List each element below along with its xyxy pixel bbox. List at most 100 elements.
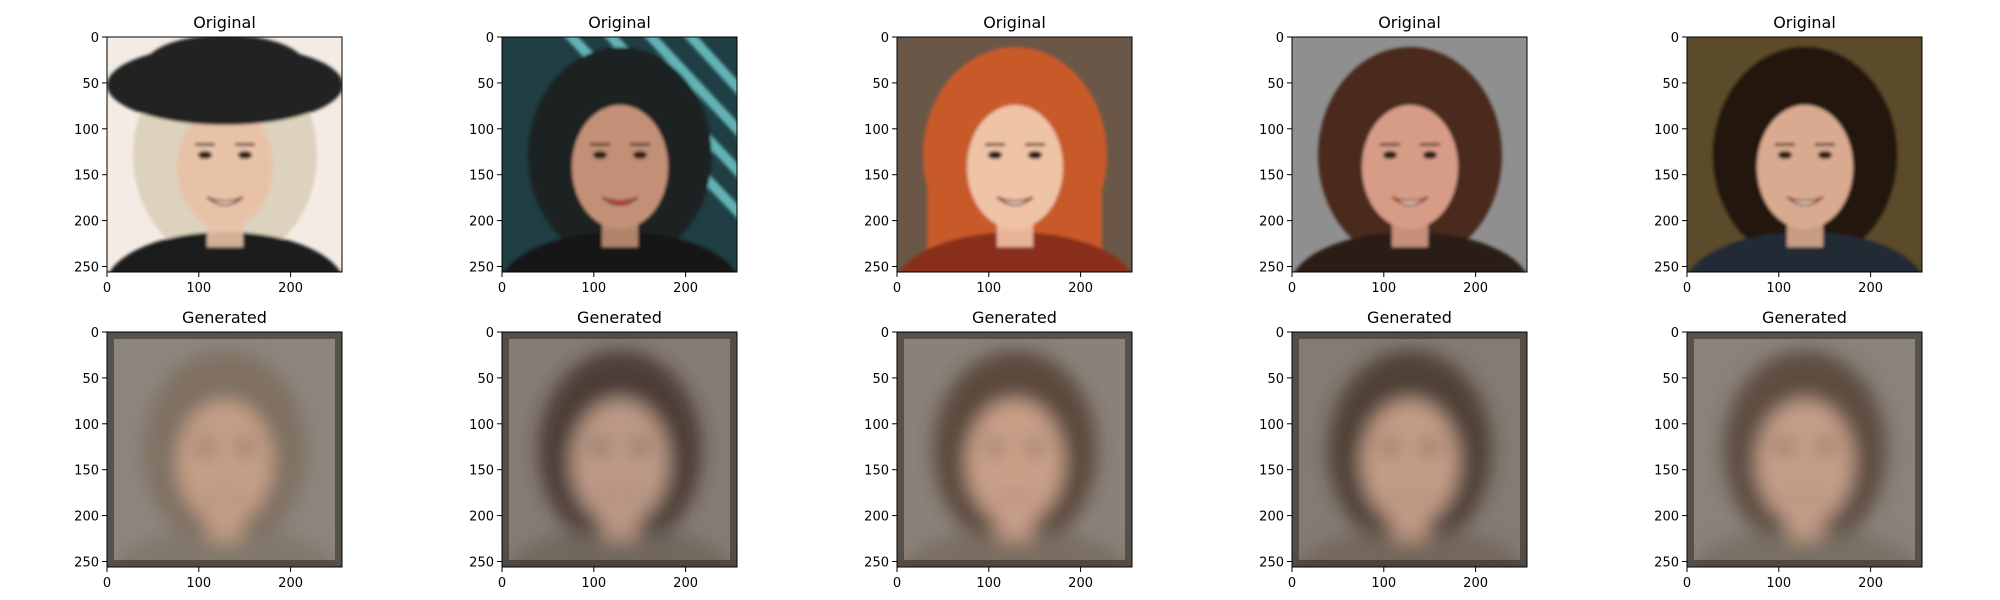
y-tick-label: 100 — [1654, 123, 1679, 138]
y-tick-label: 100 — [469, 123, 494, 138]
y-tick-label: 200 — [469, 510, 494, 525]
x-tick-label: 200 — [1463, 281, 1488, 296]
axes-frame — [501, 331, 738, 568]
x-tick-label: 200 — [673, 576, 698, 591]
y-tick-label: 250 — [864, 260, 889, 275]
generated-panel-2: Generated 0 100 200 0 50 100 150 200 250 — [469, 308, 738, 591]
axes-frame — [896, 331, 1133, 568]
y-tick-label: 50 — [1662, 77, 1679, 92]
x-tick-label: 200 — [278, 576, 303, 591]
y-tick-label: 150 — [1654, 169, 1679, 184]
x-tick-label: 0 — [103, 281, 111, 296]
y-tick-label: 150 — [469, 169, 494, 184]
y-tick-label: 250 — [1654, 555, 1679, 570]
x-tick-label: 100 — [1371, 576, 1396, 591]
x-tick-label: 200 — [1068, 281, 1093, 296]
x-tick-label: 100 — [186, 576, 211, 591]
y-tick-label: 250 — [74, 555, 99, 570]
generated-face-image — [897, 332, 1132, 567]
y-tick-label: 0 — [1276, 31, 1284, 46]
x-tick-label: 100 — [581, 576, 606, 591]
original-panel-4: Original 0 100 200 0 50 100 150 200 250 — [1259, 13, 1528, 296]
axes-frame — [106, 331, 343, 568]
y-tick-label: 0 — [1671, 326, 1679, 341]
original-panel-2: Original 0 100 200 0 50 100 150 200 250 — [469, 13, 738, 296]
y-tick-label: 150 — [864, 464, 889, 479]
x-tick-label: 0 — [893, 281, 901, 296]
axes-frame — [1686, 36, 1923, 273]
y-tick-label: 50 — [1662, 372, 1679, 387]
y-tick-label: 0 — [1276, 326, 1284, 341]
y-tick-label: 100 — [864, 418, 889, 433]
y-tick-label: 100 — [1259, 123, 1284, 138]
y-tick-label: 0 — [1671, 31, 1679, 46]
panel-title: Generated — [1762, 308, 1847, 327]
original-panel-5: Original 0 100 200 0 50 100 150 200 250 — [1654, 13, 1923, 296]
y-tick-label: 50 — [872, 372, 889, 387]
x-tick-label: 200 — [1463, 576, 1488, 591]
original-face-image — [107, 37, 342, 272]
y-tick-label: 250 — [469, 260, 494, 275]
generated-face-image — [107, 332, 342, 567]
y-tick-label: 250 — [74, 260, 99, 275]
x-tick-label: 200 — [1068, 576, 1093, 591]
y-tick-label: 150 — [469, 464, 494, 479]
x-tick-label: 100 — [1371, 281, 1396, 296]
x-tick-label: 200 — [673, 281, 698, 296]
y-tick-label: 150 — [864, 169, 889, 184]
y-tick-label: 250 — [1259, 555, 1284, 570]
x-tick-label: 0 — [1288, 281, 1296, 296]
axes-frame — [1291, 331, 1528, 568]
y-tick-label: 150 — [74, 169, 99, 184]
y-tick-label: 200 — [864, 215, 889, 230]
panel-title: Generated — [1367, 308, 1452, 327]
x-tick-label: 200 — [278, 281, 303, 296]
y-tick-label: 0 — [91, 326, 99, 341]
y-tick-label: 200 — [1654, 215, 1679, 230]
panel-title: Generated — [972, 308, 1057, 327]
y-tick-label: 50 — [1267, 77, 1284, 92]
original-face-image — [897, 37, 1132, 272]
x-tick-label: 0 — [1683, 576, 1691, 591]
x-tick-label: 100 — [186, 281, 211, 296]
x-tick-label: 100 — [976, 281, 1001, 296]
original-panel-3: Original 0 100 200 0 50 100 150 200 250 — [864, 13, 1133, 296]
x-tick-label: 0 — [498, 576, 506, 591]
generated-panel-4: Generated 0 100 200 0 50 100 150 200 250 — [1259, 308, 1528, 591]
panel-title: Original — [983, 13, 1046, 32]
generated-panel-1: Generated 0 100 200 0 50 100 150 200 250 — [74, 308, 343, 591]
y-tick-label: 150 — [1654, 464, 1679, 479]
y-tick-label: 0 — [486, 31, 494, 46]
y-tick-label: 250 — [1654, 260, 1679, 275]
y-tick-label: 200 — [469, 215, 494, 230]
axes-frame — [1686, 331, 1923, 568]
y-tick-label: 200 — [1259, 215, 1284, 230]
y-tick-label: 250 — [1259, 260, 1284, 275]
generated-face-image — [1292, 332, 1527, 567]
y-tick-label: 150 — [1259, 464, 1284, 479]
panel-title: Original — [193, 13, 256, 32]
original-panel-1: Original 0 100 200 0 50 100 150 200 250 — [74, 13, 343, 296]
x-tick-label: 0 — [1683, 281, 1691, 296]
generated-panel-5: Generated 0 100 200 0 50 100 150 200 250 — [1654, 308, 1923, 591]
y-tick-label: 200 — [1654, 510, 1679, 525]
x-tick-label: 200 — [1858, 281, 1883, 296]
y-tick-label: 250 — [864, 555, 889, 570]
panel-title: Original — [1378, 13, 1441, 32]
y-tick-label: 50 — [82, 372, 99, 387]
y-tick-label: 200 — [864, 510, 889, 525]
y-tick-label: 50 — [1267, 372, 1284, 387]
y-tick-label: 0 — [486, 326, 494, 341]
y-tick-label: 0 — [881, 31, 889, 46]
axes-frame — [1291, 36, 1528, 273]
generated-face-image — [502, 332, 737, 567]
x-tick-label: 100 — [976, 576, 1001, 591]
y-tick-label: 200 — [74, 215, 99, 230]
x-tick-label: 0 — [1288, 576, 1296, 591]
y-tick-label: 0 — [91, 31, 99, 46]
y-tick-label: 100 — [74, 418, 99, 433]
y-tick-label: 150 — [74, 464, 99, 479]
x-tick-label: 100 — [581, 281, 606, 296]
x-tick-label: 200 — [1858, 576, 1883, 591]
